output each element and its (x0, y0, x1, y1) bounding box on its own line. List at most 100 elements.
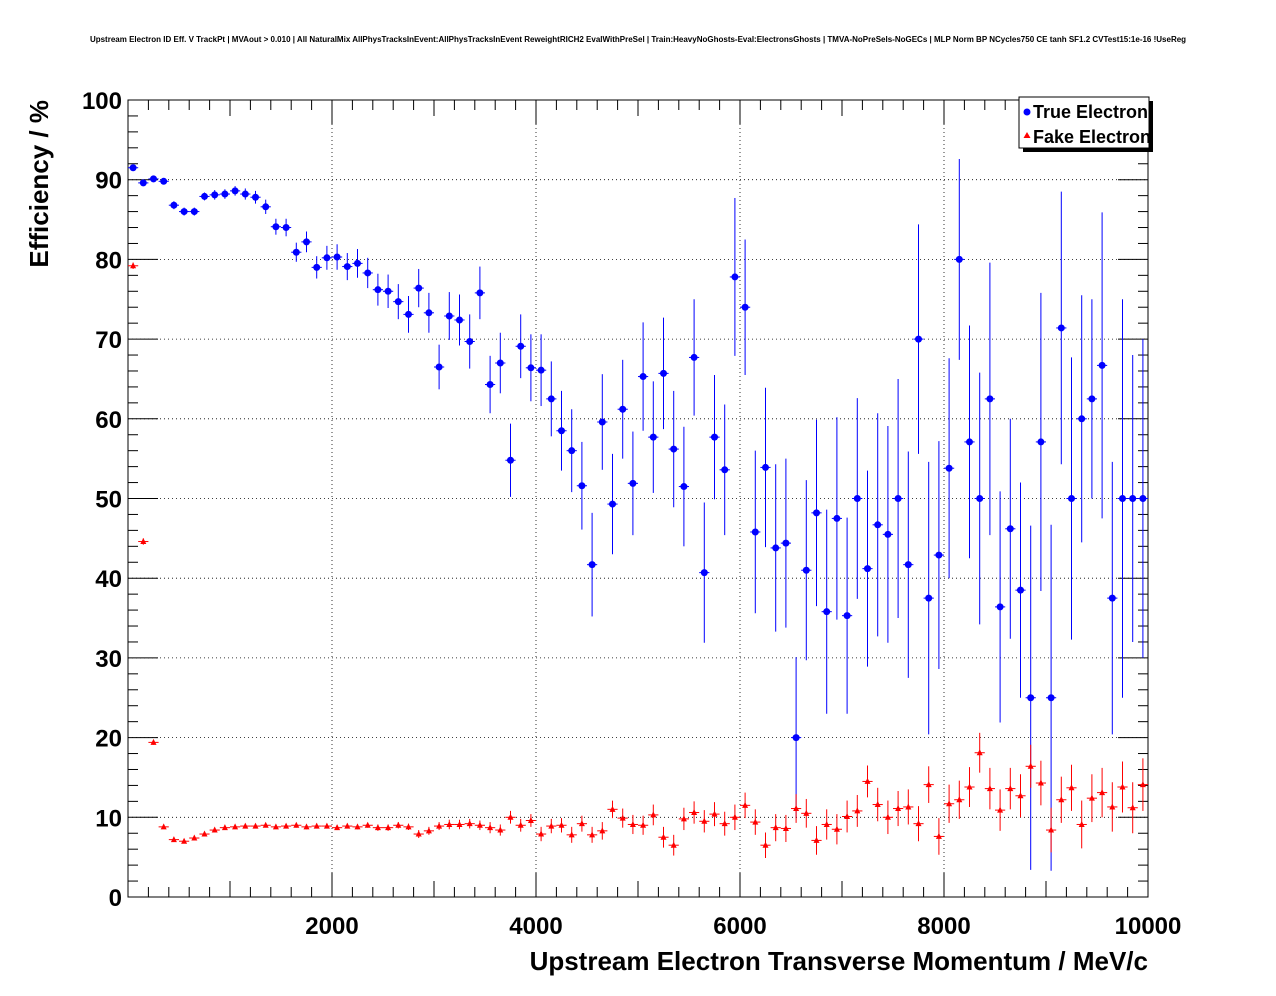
data-point (1068, 784, 1075, 791)
data-point (711, 810, 718, 817)
series-true-electron (128, 158, 1148, 871)
data-point (752, 818, 759, 825)
data-point (170, 836, 177, 843)
data-point (721, 466, 729, 474)
data-point (415, 830, 422, 837)
data-point (487, 824, 494, 831)
data-point (782, 539, 790, 547)
data-point (425, 827, 432, 834)
data-point (598, 418, 606, 426)
data-point (1017, 792, 1024, 799)
data-series (128, 158, 1148, 871)
data-point (1078, 415, 1086, 423)
data-point (639, 373, 647, 381)
data-point (701, 817, 708, 824)
data-point (425, 309, 433, 317)
data-point (323, 254, 331, 262)
data-point (466, 337, 474, 345)
y-tick-label: 80 (95, 247, 122, 274)
data-point (1099, 789, 1106, 796)
data-point (374, 824, 381, 831)
data-point (446, 820, 453, 827)
data-point (762, 841, 769, 848)
series-fake-electron (128, 262, 1148, 858)
data-point (762, 463, 769, 471)
data-point (303, 238, 310, 246)
y-tick-label: 50 (95, 487, 122, 514)
data-point (130, 262, 137, 269)
data-point (548, 822, 555, 829)
data-point (1088, 794, 1095, 801)
data-point (884, 813, 891, 820)
data-point (629, 479, 637, 487)
data-point (772, 544, 780, 552)
data-point (334, 824, 341, 831)
y-tick-label: 40 (95, 566, 122, 593)
data-point (670, 445, 678, 453)
data-point (1037, 438, 1045, 446)
data-point (588, 561, 596, 569)
data-point (1057, 324, 1065, 332)
data-point (354, 823, 361, 830)
data-point (976, 495, 984, 502)
data-point (1007, 785, 1014, 792)
data-point (1119, 495, 1126, 502)
data-point (129, 164, 137, 172)
data-point (629, 820, 636, 827)
data-point (925, 594, 933, 602)
data-point (731, 813, 738, 820)
legend: True Electron Fake Electron (1018, 96, 1153, 152)
y-tick-label: 100 (82, 88, 122, 115)
data-point (813, 509, 820, 517)
data-point (385, 824, 392, 831)
data-point (833, 514, 841, 522)
data-point (466, 820, 473, 827)
data-point (640, 821, 647, 828)
data-point (854, 807, 861, 814)
data-point (1119, 783, 1126, 790)
data-point (507, 456, 514, 464)
data-point (343, 263, 351, 271)
y-tick-label: 30 (95, 646, 122, 673)
data-point (956, 796, 963, 803)
data-point (599, 827, 606, 834)
data-point (180, 208, 188, 216)
data-point (853, 495, 861, 502)
data-point (1139, 781, 1146, 788)
data-point (874, 801, 881, 808)
data-point (1027, 694, 1035, 702)
data-point (1129, 804, 1136, 811)
data-point (904, 561, 912, 569)
data-point (282, 224, 290, 232)
x-axis-title: Upstream Electron Transverse Momentum / … (530, 946, 1148, 976)
data-point (568, 447, 576, 455)
data-point (497, 826, 504, 833)
data-point (283, 822, 290, 829)
data-point (823, 608, 831, 616)
data-point (293, 821, 300, 828)
data-point (1017, 586, 1024, 594)
data-point (1048, 826, 1055, 833)
data-point (802, 566, 810, 574)
data-point (558, 427, 565, 435)
data-point (660, 369, 667, 377)
x-tick-label: 10000 (1115, 913, 1182, 940)
data-point (201, 192, 208, 200)
data-point (751, 528, 759, 536)
data-point (1037, 779, 1044, 786)
data-point (527, 364, 535, 372)
data-point (191, 834, 198, 841)
data-point (864, 565, 871, 573)
data-point (242, 822, 249, 829)
data-point (945, 464, 953, 472)
data-point (1068, 495, 1075, 502)
y-tick-label: 70 (95, 327, 122, 354)
data-point (241, 190, 249, 198)
y-tick-label: 60 (95, 407, 122, 434)
data-point (190, 208, 198, 216)
data-point (374, 286, 382, 294)
data-point (1109, 803, 1116, 810)
data-point (364, 821, 371, 828)
data-point (700, 569, 708, 577)
data-point (955, 255, 963, 263)
